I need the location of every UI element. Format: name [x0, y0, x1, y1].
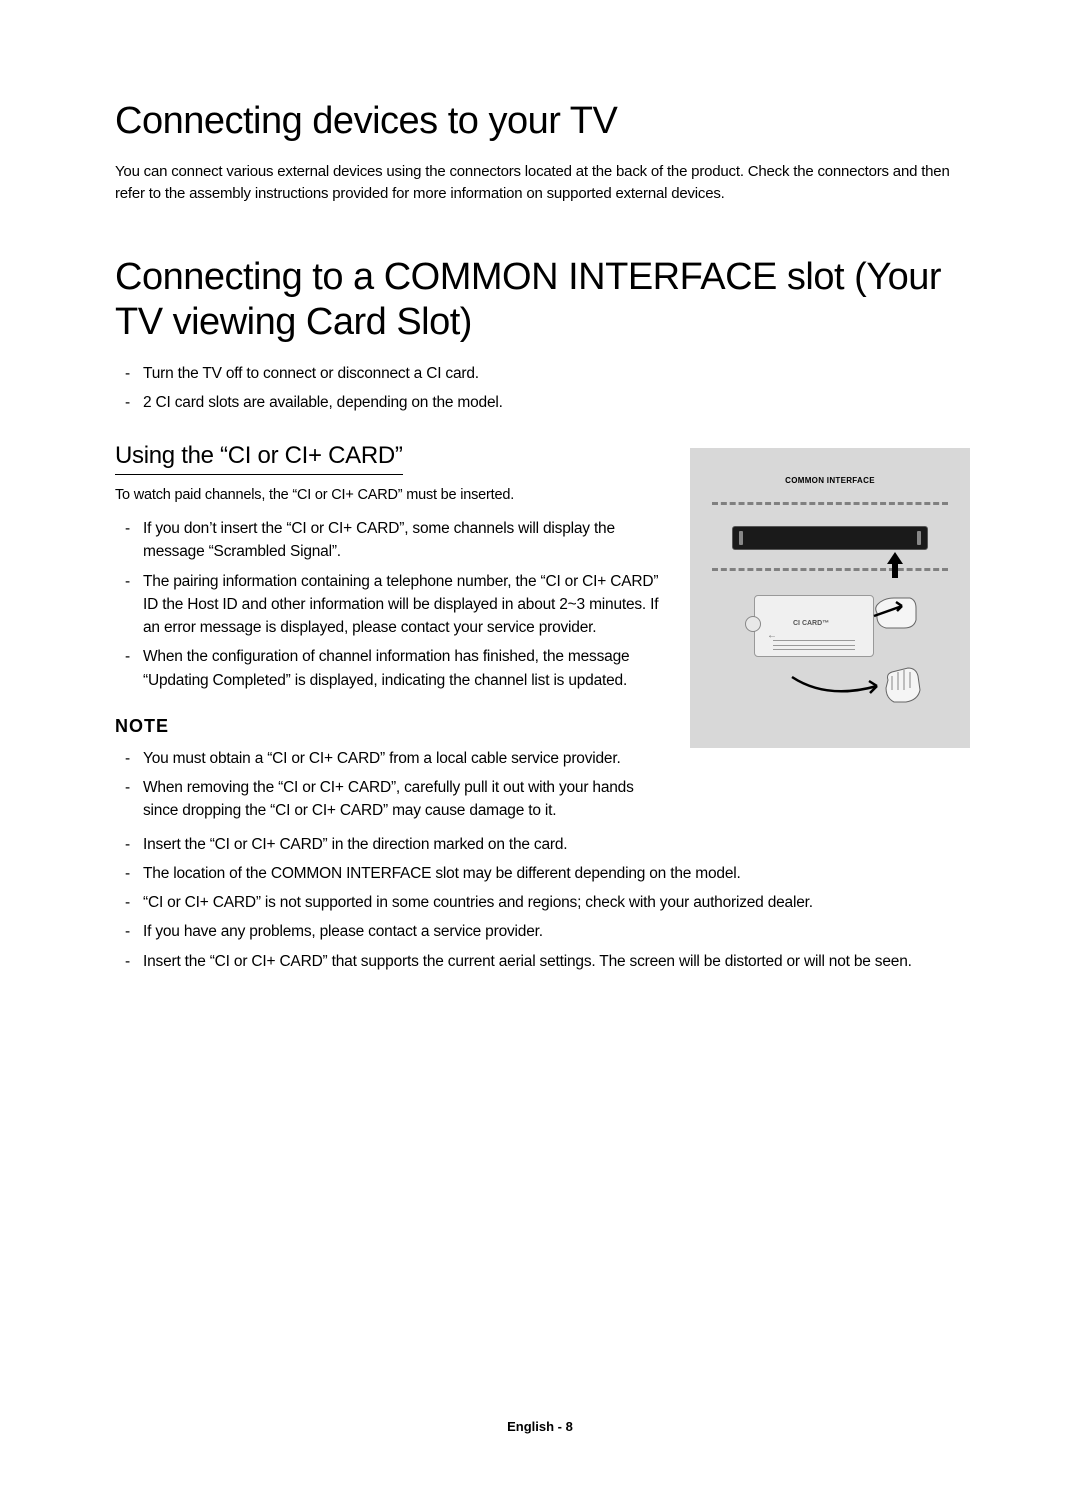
list-item: The pairing information containing a tel… — [143, 570, 670, 640]
note-bullet-list-continued: Insert the “CI or CI+ CARD” in the direc… — [115, 833, 970, 973]
page-footer: English - 8 — [0, 1419, 1080, 1434]
curve-arrow-icon — [787, 672, 887, 707]
section-title: Connecting to a COMMON INTERFACE slot (Y… — [115, 255, 970, 346]
sub-intro-text: To watch paid channels, the “CI or CI+ C… — [115, 487, 670, 503]
sub-heading: Using the “CI or CI+ CARD” — [115, 442, 403, 475]
list-item: When removing the “CI or CI+ CARD”, care… — [143, 776, 670, 823]
list-item: “CI or CI+ CARD” is not supported in som… — [143, 891, 970, 914]
list-item: Insert the “CI or CI+ CARD” in the direc… — [143, 833, 970, 856]
intro-paragraph: You can connect various external devices… — [115, 161, 970, 205]
diagram-dash-line — [712, 502, 948, 505]
diagram-card-label: CI CARD™ — [793, 620, 829, 627]
page-title: Connecting devices to your TV — [115, 100, 970, 143]
list-item: The location of the COMMON INTERFACE slo… — [143, 862, 970, 885]
list-item: When the configuration of channel inform… — [143, 645, 670, 692]
sub-bullet-list: If you don’t insert the “CI or CI+ CARD”… — [115, 517, 670, 692]
diagram-dash-line — [712, 568, 948, 571]
list-item: If you don’t insert the “CI or CI+ CARD”… — [143, 517, 670, 564]
list-item: You must obtain a “CI or CI+ CARD” from … — [143, 747, 670, 770]
note-bullet-list: You must obtain a “CI or CI+ CARD” from … — [115, 747, 670, 823]
list-item: 2 CI card slots are available, depending… — [143, 391, 970, 414]
up-arrow-icon — [885, 552, 905, 583]
list-item: If you have any problems, please contact… — [143, 920, 970, 943]
list-item: Turn the TV off to connect or disconnect… — [143, 362, 970, 385]
note-heading: NOTE — [115, 716, 670, 737]
hand-hold-icon — [878, 660, 926, 713]
hand-insert-icon — [872, 588, 922, 638]
ci-card-diagram: COMMON INTERFACE CI CARD™ ← — [690, 448, 970, 748]
diagram-interface-label: COMMON INTERFACE — [702, 476, 958, 485]
list-item: Insert the “CI or CI+ CARD” that support… — [143, 950, 970, 973]
section-bullet-list: Turn the TV off to connect or disconnect… — [115, 362, 970, 415]
diagram-slot — [732, 526, 928, 550]
